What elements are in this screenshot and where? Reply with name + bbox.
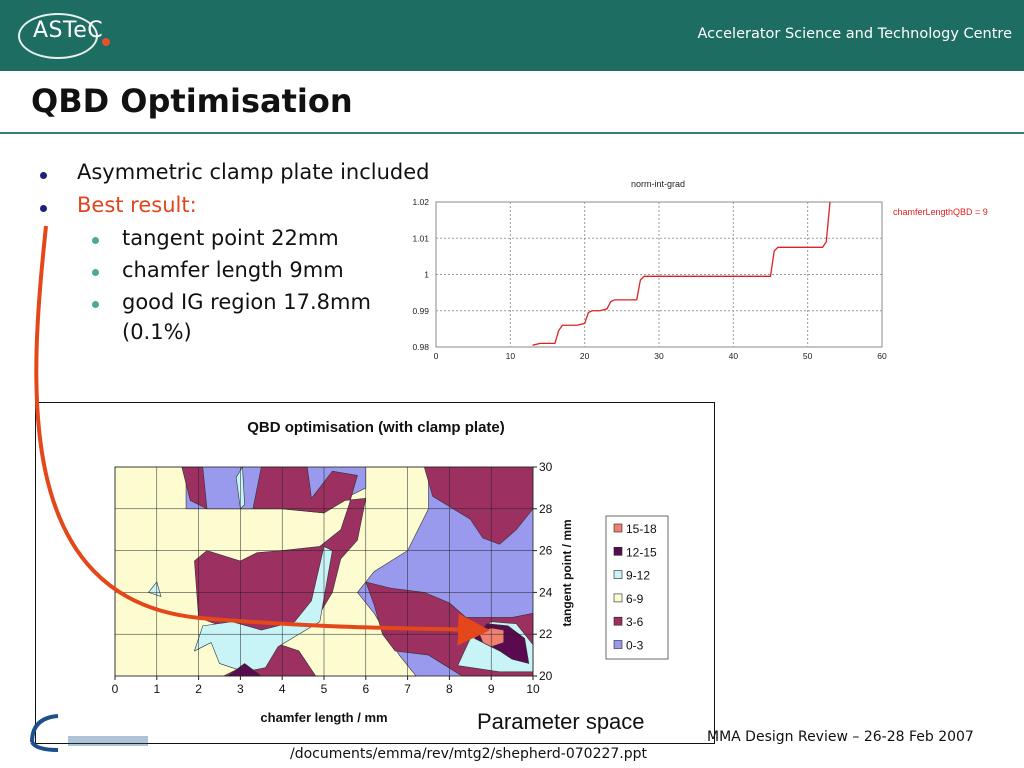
- footer-event: MMA Design Review – 26-28 Feb 2007: [707, 729, 974, 745]
- sub-bullet-dot-icon: [92, 237, 99, 244]
- legend-swatch: [613, 616, 623, 626]
- x-tick-label: 0: [434, 351, 439, 361]
- organization-name: Accelerator Science and Technology Centr…: [697, 26, 1012, 42]
- title-divider: [0, 132, 1024, 134]
- bullet-dot-icon: [40, 172, 47, 179]
- parameter-space-label: Parameter space: [477, 709, 645, 734]
- contour-legend: 15-18 12-15 9-12 6-9 3-6 0-3: [605, 515, 669, 660]
- y-tick-label: 1: [424, 270, 429, 280]
- contour-chart: QBD optimisation (with clamp plate) 0 1 2 3…: [112, 419, 669, 725]
- x-axis-label: chamfer length / mm: [260, 710, 387, 725]
- x-tick-label: 30: [654, 351, 664, 361]
- y-tick-label: 28: [539, 502, 553, 516]
- y-tick-label: 30: [539, 460, 553, 474]
- x-tick-label: 9: [488, 682, 495, 696]
- x-tick-label: 60: [877, 351, 887, 361]
- legend-entry: 15-18: [626, 522, 657, 536]
- y-tick-label: 26: [539, 544, 553, 558]
- footer-logo-icon: [30, 714, 148, 752]
- x-tick-label: 7: [404, 682, 411, 696]
- x-tick-label: 4: [279, 682, 286, 696]
- series-line: [532, 201, 831, 346]
- contour-chart-title: QBD optimisation (with clamp plate): [247, 419, 505, 436]
- logo-dot-icon: [102, 38, 110, 46]
- y-tick-label: 20: [539, 669, 553, 683]
- x-tick-label: 6: [362, 682, 369, 696]
- sub-bullet-dot-icon: [92, 269, 99, 276]
- legend-swatch: [613, 523, 623, 533]
- line-chart-plot-area: 0 10 20 30 40 50 60 0.98 0.99 1 1.01 1.02: [412, 197, 887, 361]
- legend-swatch: [613, 593, 623, 603]
- legend-entry: 9-12: [626, 569, 650, 583]
- y-tick-label: 24: [539, 585, 553, 599]
- footer-path: /documents/emma/rev/mtg2/shepherd-070227…: [290, 746, 648, 762]
- legend-swatch: [613, 640, 623, 649]
- legend-entry: 12-15: [626, 545, 657, 559]
- y-tick-label: 1.01: [412, 233, 429, 243]
- y-tick-label: 1.02: [412, 197, 429, 207]
- x-tick-label: 5: [321, 682, 328, 696]
- y-tick-label: 0.99: [412, 306, 429, 316]
- line-chart-legend-entry: chamferLengthQBD = 9: [893, 207, 988, 217]
- x-tick-label: 3: [237, 682, 244, 696]
- bullet-item-highlight: Best result:: [77, 193, 197, 217]
- y-tick-label: 22: [539, 627, 553, 641]
- x-tick-label: 50: [803, 351, 813, 361]
- x-tick-label: 40: [729, 351, 739, 361]
- legend-entry: 3-6: [626, 615, 644, 629]
- sub-bullet-item: good IG region 17.8mm: [122, 290, 371, 314]
- line-chart: norm-int-grad 0 10 20 30 40 50 60 0.98 0.99 1 1.01…: [412, 179, 988, 361]
- legend-entry: 6-9: [626, 592, 644, 606]
- sub-bullet-item-continued: (0.1%): [122, 320, 192, 344]
- bullet-dot-icon: [40, 205, 47, 212]
- x-tick-label: 0: [112, 682, 119, 696]
- y-axis-label: tangent point / mm: [560, 519, 574, 626]
- logo-text: ASTeC: [33, 18, 104, 43]
- line-chart-title: norm-int-grad: [631, 179, 685, 189]
- bullet-item: Asymmetric clamp plate included: [77, 160, 430, 184]
- x-tick-label: 8: [446, 682, 453, 696]
- y-tick-label: 0.98: [412, 342, 429, 352]
- x-tick-label: 2: [195, 682, 202, 696]
- x-tick-label: 20: [580, 351, 590, 361]
- x-tick-label: 1: [153, 682, 160, 696]
- legend-entry: 0-3: [626, 639, 644, 653]
- legend-swatch: [613, 547, 623, 556]
- slide-title: QBD Optimisation: [31, 82, 353, 120]
- x-tick-label: 10: [506, 351, 516, 361]
- sub-bullet-item: chamfer length 9mm: [122, 258, 344, 282]
- sub-bullet-dot-icon: [92, 301, 99, 308]
- legend-swatch: [613, 570, 623, 579]
- x-tick-label: 10: [526, 682, 540, 696]
- sub-bullet-item: tangent point 22mm: [122, 226, 339, 250]
- contour-chart-frame: QBD optimisation (with clamp plate) 0 1 2 3…: [35, 402, 715, 744]
- header-band: ASTeC Accelerator Science and Technology…: [0, 0, 1024, 71]
- logo-ring-icon: [18, 13, 98, 59]
- legend-frame: [605, 515, 669, 660]
